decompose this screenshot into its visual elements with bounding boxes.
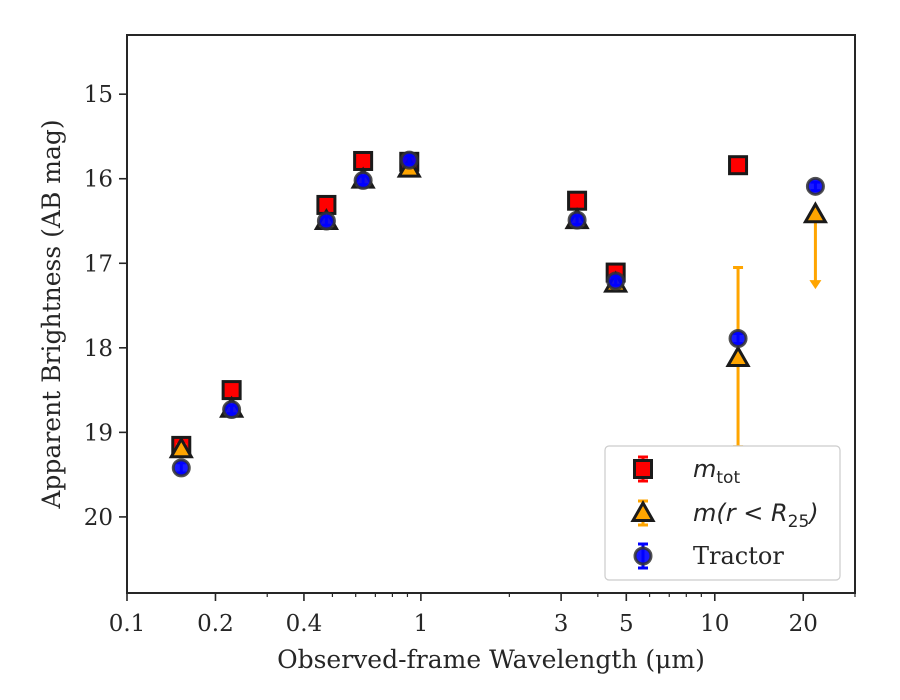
y-tick-label: 17: [84, 251, 113, 277]
series-square: [171, 150, 749, 456]
data-point: [353, 170, 373, 190]
legend: mtot m(r < R25) Tractor: [604, 445, 841, 581]
x-axis-label: Observed-frame Wavelength (μm): [277, 645, 705, 674]
legend-label: m(r < R25): [693, 499, 819, 532]
data-point: [171, 458, 191, 478]
legend-entry: m(r < R25): [630, 499, 819, 532]
data-point: [399, 150, 419, 170]
axis-ticks: 0.1 0.2 0.4 1 3 5 10 20 15 16 17 18 19 20: [84, 82, 856, 637]
data-marks: [168, 150, 828, 478]
y-tick-label: 16: [84, 167, 113, 193]
y-tick-label: 19: [84, 420, 113, 446]
legend-marker: [630, 499, 656, 522]
x-tick-label: 5: [619, 611, 634, 637]
series-circle: [171, 150, 825, 478]
data-point: [728, 155, 749, 176]
legend-box: [604, 445, 841, 581]
legend-marker: [633, 546, 653, 566]
x-tick-label: 3: [554, 611, 569, 637]
upper-limit-arrow: [809, 280, 822, 290]
data-point: [222, 400, 242, 420]
data-point: [316, 211, 336, 231]
x-tick-label: 0.1: [109, 611, 146, 637]
x-tick-label: 1: [414, 611, 429, 637]
legend-entry: mtot: [633, 455, 740, 488]
data-point: [725, 344, 751, 367]
plot-frame: [126, 34, 856, 594]
y-axis-label: Apparent Brightness (AB mag): [37, 119, 66, 509]
series-triangle: [168, 155, 828, 459]
legend-marker: [633, 459, 653, 479]
data-point: [805, 176, 825, 196]
y-tick-label: 15: [84, 82, 113, 108]
data-point: [567, 210, 587, 230]
y-tick-label: 18: [84, 336, 113, 362]
data-point: [802, 201, 828, 224]
data-point: [567, 190, 588, 211]
data-point: [728, 329, 748, 349]
legend-entry: Tractor: [633, 542, 784, 570]
x-tick-label: 20: [789, 611, 818, 637]
x-tick-label: 0.4: [286, 611, 323, 637]
y-tick-label: 20: [84, 505, 113, 531]
legend-label: mtot: [693, 455, 740, 488]
x-tick-label: 10: [700, 611, 729, 637]
legend-label: Tractor: [693, 542, 784, 570]
x-tick-label: 0.2: [197, 611, 234, 637]
data-point: [606, 271, 626, 291]
data-point: [168, 436, 194, 459]
